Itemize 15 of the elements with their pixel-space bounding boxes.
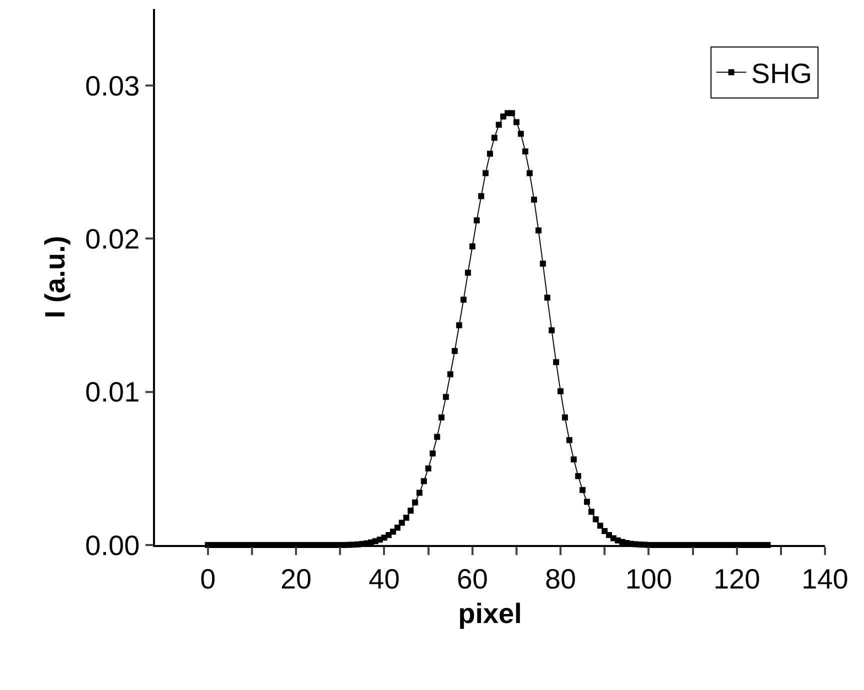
x-tick-label: 140 — [802, 563, 848, 594]
y-tick-label: 0.02 — [85, 224, 140, 255]
x-tick-label: 60 — [456, 563, 488, 594]
legend-label: SHG — [751, 58, 812, 90]
x-axis-title: pixel — [458, 598, 522, 629]
x-tick-label: 80 — [544, 563, 576, 594]
y-tick-label: 0.00 — [85, 530, 140, 561]
x-tick-label: 20 — [280, 563, 312, 594]
y-tick-label: 0.01 — [85, 376, 140, 408]
x-tick-label: 100 — [625, 563, 672, 594]
x-tick-label: 40 — [368, 563, 400, 594]
y-tick-label: 0.03 — [85, 70, 140, 102]
y-axis-title: I (a.u.) — [39, 236, 70, 318]
x-tick-label: 0 — [200, 563, 216, 594]
x-tick-label: 120 — [713, 563, 760, 594]
